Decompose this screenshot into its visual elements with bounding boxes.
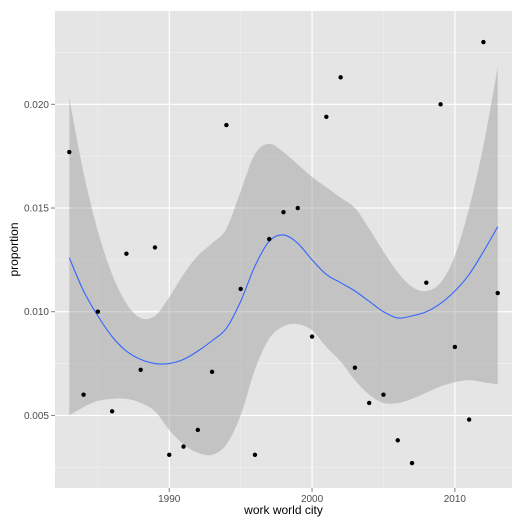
data-point: [395, 438, 400, 443]
major-grid: [55, 11, 512, 488]
y-tick-label: 0.015: [24, 204, 49, 215]
minor-grid: [55, 11, 512, 488]
data-point: [366, 400, 372, 406]
data-point: [67, 149, 72, 155]
data-point: [267, 236, 272, 242]
data-point: [138, 367, 143, 372]
data-point: [452, 344, 458, 350]
data-point: [209, 369, 215, 375]
data-point: [224, 122, 229, 128]
data-point: [181, 444, 186, 449]
data-points: [67, 39, 500, 466]
data-point: [81, 392, 86, 397]
data-point: [238, 286, 243, 292]
y-axis-title: proportion: [7, 222, 21, 276]
data-point: [281, 209, 286, 215]
y-tick-label: 0.010: [24, 307, 49, 318]
data-point: [252, 452, 258, 458]
data-point: [167, 452, 172, 458]
data-point: [324, 114, 329, 119]
data-point: [352, 365, 358, 370]
y-tick-label: 0.020: [24, 100, 49, 111]
data-point: [438, 102, 443, 107]
data-point: [481, 39, 486, 45]
x-tick-label: 2010: [444, 494, 467, 505]
data-point: [195, 427, 201, 433]
data-point: [124, 251, 129, 256]
x-tick-label: 1990: [158, 494, 181, 505]
data-point: [309, 334, 315, 339]
data-point: [424, 280, 429, 285]
data-point: [295, 205, 300, 211]
data-point: [152, 245, 158, 250]
data-point: [409, 460, 415, 466]
data-point: [109, 409, 115, 414]
smooth-line: [68, 226, 499, 365]
x-axis-title: work world city: [243, 503, 323, 517]
x-axis-ticks: 1990 2000 2010: [158, 488, 466, 505]
confidence-band: [69, 66, 498, 456]
y-tick-label: 0.005: [24, 411, 49, 422]
y-axis-ticks: 0.005 0.010 0.015 0.020: [24, 100, 55, 422]
data-point: [95, 309, 101, 314]
data-point: [466, 417, 472, 422]
data-point: [338, 75, 343, 80]
data-point: [495, 290, 500, 296]
data-point: [381, 392, 386, 397]
plot-panel: [55, 11, 512, 488]
x-tick-label: 2000: [301, 494, 324, 505]
